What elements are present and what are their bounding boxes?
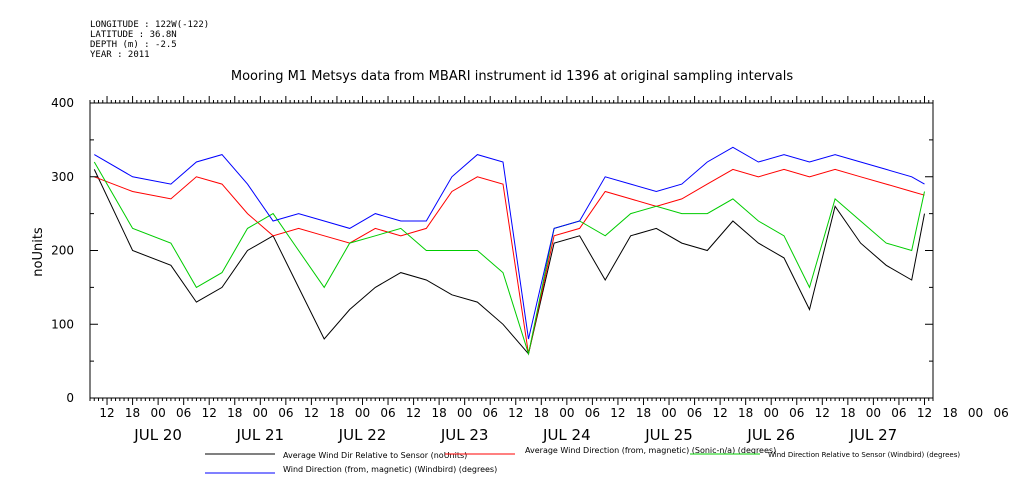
x-day-label: JUL 26 [746, 426, 795, 444]
x-hour-label: 12 [508, 406, 523, 420]
x-hour-label: 18 [431, 406, 446, 420]
plot-frame [89, 102, 934, 399]
x-hour-label: 00 [866, 406, 881, 420]
latitude-text: LATITUDE : 36.8N [90, 30, 177, 40]
x-hour-label: 18 [942, 406, 957, 420]
x-day-label: JUL 20 [133, 426, 182, 444]
x-hour-label: 06 [176, 406, 191, 420]
x-hour-label: 12 [202, 406, 217, 420]
longitude-text: LONGITUDE : 122W(-122) [90, 20, 210, 30]
x-hour-label: 06 [687, 406, 702, 420]
year-text: YEAR : 2011 [90, 50, 150, 60]
chart-title: Mooring M1 Metsys data from MBARI instru… [231, 69, 793, 84]
x-hour-label: 00 [150, 406, 165, 420]
series-line-0 [93, 169, 925, 355]
legend: Average Wind Dir Relative to Sensor (noU… [205, 446, 960, 474]
x-day-label: JUL 27 [849, 426, 898, 444]
x-hour-label: 18 [125, 406, 140, 420]
x-hour-label: 18 [840, 406, 855, 420]
legend-label-2: Wind Direction Relative to Sensor (Windb… [768, 451, 960, 459]
y-tick-label: 100 [51, 317, 74, 331]
y-tick-label: 400 [51, 96, 74, 110]
x-hour-label: 00 [661, 406, 676, 420]
x-hour-label: 12 [917, 406, 932, 420]
x-day-label: JUL 21 [235, 426, 284, 444]
x-hour-label: 00 [457, 406, 472, 420]
series-line-1 [94, 168, 925, 354]
x-hour-label: 00 [968, 406, 983, 420]
x-hour-label: 18 [636, 406, 651, 420]
series-line-3 [94, 146, 925, 340]
series-layer [93, 146, 925, 356]
x-hour-label: 00 [764, 406, 779, 420]
legend-label-0: Average Wind Dir Relative to Sensor (noU… [283, 451, 467, 460]
legend-label-3: Wind Direction (from, magnetic) (Windbir… [283, 465, 497, 474]
x-day-label: JUL 23 [440, 426, 489, 444]
x-hour-label: 12 [712, 406, 727, 420]
metadata-header: LONGITUDE : 122W(-122) LATITUDE : 36.8N … [90, 20, 209, 60]
y-tick-label: 0 [66, 391, 74, 405]
y-axis-label: noUnits [31, 227, 46, 277]
x-day-label: JUL 22 [338, 426, 387, 444]
x-hour-label: 12 [99, 406, 114, 420]
x-hour-label: 06 [891, 406, 906, 420]
x-hour-label: 18 [738, 406, 753, 420]
x-hour-label: 18 [329, 406, 344, 420]
x-hour-label: 06 [278, 406, 293, 420]
legend-label-1: Average Wind Direction (from, magnetic) … [525, 446, 776, 455]
x-hour-label: 06 [380, 406, 395, 420]
x-hour-label: 18 [534, 406, 549, 420]
x-hour-label: 06 [585, 406, 600, 420]
x-day-label: JUL 24 [542, 426, 591, 444]
axis-layer: 0 100 200 300 400 12 18 00 06 12 18 00 06 12 18 00 06 12 1… [51, 96, 1009, 444]
x-hour-label: 12 [610, 406, 625, 420]
x-hour-label: 00 [559, 406, 574, 420]
x-day-label: JUL 25 [644, 426, 693, 444]
y-tick-label: 200 [51, 244, 74, 258]
x-hour-label: 00 [253, 406, 268, 420]
x-hour-label: 00 [355, 406, 370, 420]
series-line-2 [93, 161, 925, 356]
depth-text: DEPTH (m) : -2.5 [90, 40, 177, 50]
x-hour-label: 18 [227, 406, 242, 420]
x-hour-label: 06 [483, 406, 498, 420]
y-tick-label: 300 [51, 170, 74, 184]
x-hour-label: 12 [406, 406, 421, 420]
x-hour-label: 06 [993, 406, 1008, 420]
x-hour-label: 12 [304, 406, 319, 420]
x-hour-label: 06 [789, 406, 804, 420]
x-hour-label: 12 [815, 406, 830, 420]
